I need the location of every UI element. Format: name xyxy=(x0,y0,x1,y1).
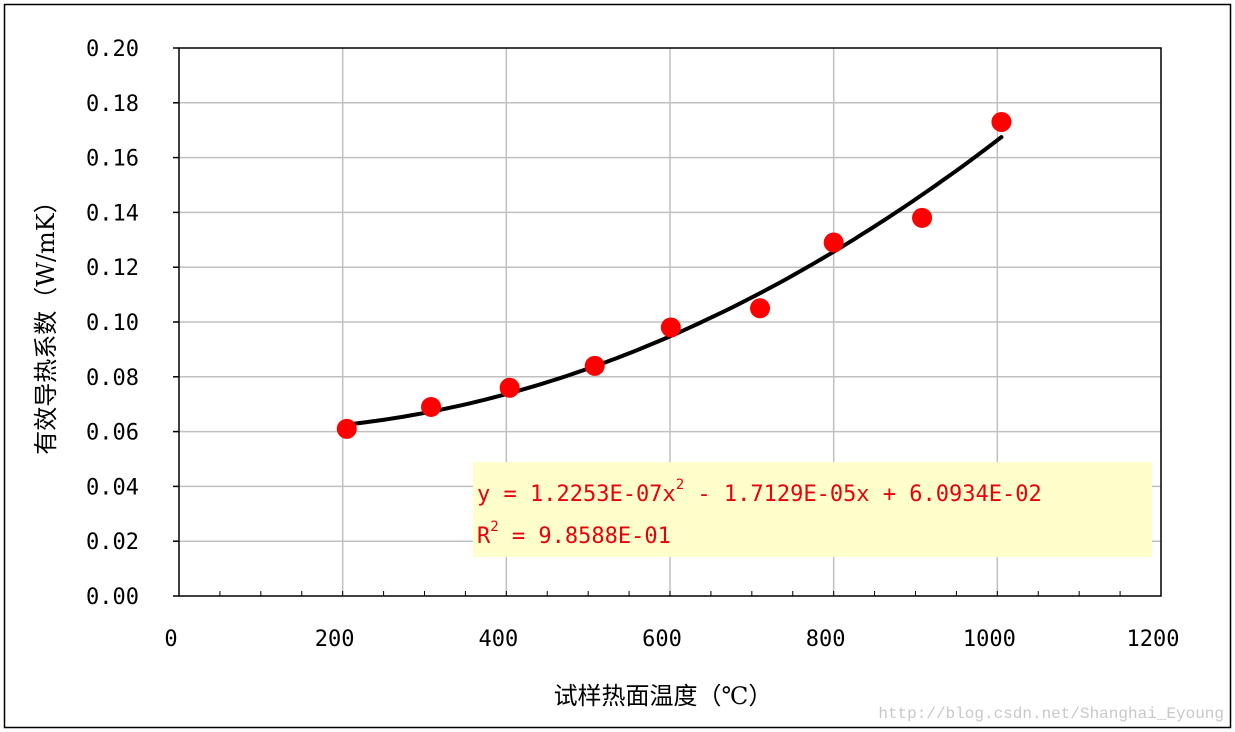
axis-ticks xyxy=(173,47,1121,597)
data-point xyxy=(584,355,605,376)
data-point xyxy=(421,396,442,417)
y-tick-label: 0.12 xyxy=(86,256,139,281)
data-point xyxy=(336,418,357,439)
r-squared-text: R2 = 9.8588E-01 xyxy=(477,519,671,549)
watermark: http://blog.csdn.net/Shanghai_Eyoung xyxy=(878,705,1224,723)
y-tick-label: 0.06 xyxy=(86,421,139,446)
data-points xyxy=(336,111,1012,439)
tick-labels: 0.00 0.02 0.04 0.06 0.08 0.10 0.12 0.14 0.16 0.18… xyxy=(86,37,1179,652)
x-axis-title: 试样热面温度（℃） xyxy=(554,682,773,710)
chart-border xyxy=(3,3,1232,729)
x-tick-label: 0 xyxy=(164,627,177,652)
equation-text: y = 1.2253E-07x2 - 1.7129E-05x + 6.0934E… xyxy=(477,477,1042,507)
equation-background xyxy=(473,462,1152,557)
data-point xyxy=(823,232,844,253)
x-tick-label: 600 xyxy=(642,627,682,652)
y-tick-label: 0.08 xyxy=(86,366,139,391)
data-point xyxy=(750,298,771,319)
x-tick-label: 1200 xyxy=(1127,627,1180,652)
y-tick-label: 0.00 xyxy=(86,585,139,610)
trendline-equation-box: y = 1.2253E-07x2 - 1.7129E-05x + 6.0934E… xyxy=(473,462,1152,557)
data-point xyxy=(499,377,520,398)
y-tick-label: 0.10 xyxy=(86,311,139,336)
x-tick-label: 1000 xyxy=(963,627,1016,652)
y-tick-label: 0.14 xyxy=(86,201,139,226)
y-tick-label: 0.02 xyxy=(86,530,139,555)
x-tick-label: 400 xyxy=(478,627,518,652)
y-axis-title: 有效导热系数（W/mK） xyxy=(32,189,60,454)
data-point xyxy=(912,207,933,228)
x-tick-label: 200 xyxy=(315,627,355,652)
data-point xyxy=(991,111,1012,132)
y-tick-label: 0.18 xyxy=(86,92,139,117)
y-tick-label: 0.20 xyxy=(86,37,139,62)
y-tick-label: 0.04 xyxy=(86,475,139,500)
data-point xyxy=(660,317,681,338)
y-tick-label: 0.16 xyxy=(86,147,139,172)
x-tick-label: 800 xyxy=(806,627,846,652)
